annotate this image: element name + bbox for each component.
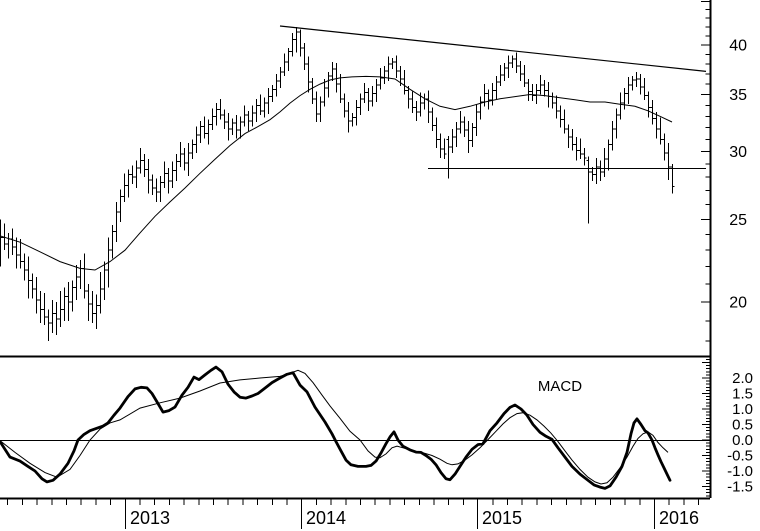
macd-tick-label: -1.5: [727, 479, 753, 496]
macd-polyline: [0, 365, 672, 490]
price-tick-label: 40: [729, 38, 747, 55]
macd-tick-label: 1.5: [732, 386, 753, 403]
ohlc-high-low-path: [0, 26, 673, 342]
bottom-axis: [0, 497, 710, 529]
macd-ticks-path: [702, 355, 710, 497]
month-ticks-path: [7, 498, 700, 505]
macd-tick-label: -1.0: [727, 463, 753, 480]
year-label: 2014: [306, 508, 346, 528]
macd-tick-label: 0.5: [732, 417, 753, 434]
year-label: 2016: [659, 508, 699, 528]
ohlc-close-ticks-path: [0, 31, 675, 324]
price-tick-label: 20: [729, 295, 747, 312]
moving-average-line: [0, 75, 673, 271]
year-label: 2013: [130, 508, 170, 528]
macd-line: [0, 365, 672, 490]
price-tick-label: 30: [729, 144, 747, 161]
right-axis: [701, 0, 712, 498]
price-panel: [0, 25, 707, 342]
macd-panel: MACD: [0, 365, 710, 490]
signal-polyline: [0, 369, 669, 485]
macd-tick-label: 1.0: [732, 401, 753, 418]
price-tick-label: 25: [729, 212, 747, 229]
price-bars: [0, 26, 675, 342]
year-ticks-path: [125, 498, 655, 529]
year-label: 2015: [482, 508, 522, 528]
price-tick-label: 35: [729, 87, 747, 104]
bottom-axis-labels: 2013 2014 2015 2016: [130, 508, 699, 528]
moving-average-polyline: [0, 75, 673, 271]
macd-tick-label: 2.0: [732, 370, 753, 387]
macd-indicator-label: MACD: [538, 378, 582, 395]
price-ticks-path: [701, 0, 710, 342]
right-axis-labels: 40 35 30 25 20 2.01.51.00.50.0-0.5-1.0-1.5: [727, 38, 753, 496]
trendline: [279, 25, 707, 72]
macd-tick-label: 0.0: [732, 432, 753, 449]
ohlc-open-ticks-path: [0, 31, 673, 324]
macd-signal-line: [0, 369, 669, 485]
macd-tick-label: -0.5: [727, 448, 753, 465]
descending-trendline: [279, 25, 707, 72]
